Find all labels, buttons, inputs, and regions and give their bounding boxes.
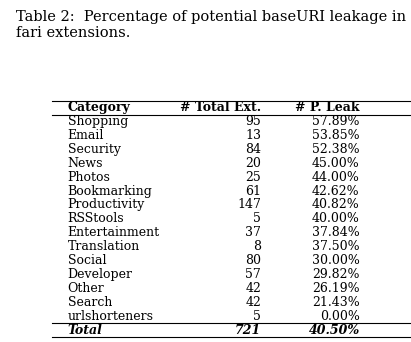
Text: 26.19%: 26.19% xyxy=(312,282,360,295)
Text: 25: 25 xyxy=(245,171,261,184)
Text: 42: 42 xyxy=(245,296,261,309)
Text: 53.85%: 53.85% xyxy=(312,129,360,142)
Text: Total: Total xyxy=(68,324,103,337)
Text: 42.62%: 42.62% xyxy=(312,185,360,198)
Text: 30.00%: 30.00% xyxy=(312,254,360,267)
Text: Search: Search xyxy=(68,296,112,309)
Text: 52.38%: 52.38% xyxy=(312,143,360,156)
Text: Entertainment: Entertainment xyxy=(68,226,160,239)
Text: 37.84%: 37.84% xyxy=(312,226,360,239)
Text: 37: 37 xyxy=(245,226,261,239)
Text: 21.43%: 21.43% xyxy=(312,296,360,309)
Text: 57: 57 xyxy=(245,268,261,281)
Text: 42: 42 xyxy=(245,282,261,295)
Text: 20: 20 xyxy=(245,157,261,170)
Text: 147: 147 xyxy=(237,198,261,211)
Text: 40.82%: 40.82% xyxy=(312,198,360,211)
Text: # P. Leak: # P. Leak xyxy=(295,101,360,114)
Text: Bookmarking: Bookmarking xyxy=(68,185,152,198)
Text: 40.00%: 40.00% xyxy=(312,212,360,225)
Text: Security: Security xyxy=(68,143,121,156)
Text: 29.82%: 29.82% xyxy=(312,268,360,281)
Text: 5: 5 xyxy=(253,310,261,323)
Text: Translation: Translation xyxy=(68,240,140,253)
Text: Social: Social xyxy=(68,254,106,267)
Text: 80: 80 xyxy=(245,254,261,267)
Text: Email: Email xyxy=(68,129,104,142)
Text: # Total Ext.: # Total Ext. xyxy=(180,101,261,114)
Text: News: News xyxy=(68,157,103,170)
Text: 61: 61 xyxy=(245,185,261,198)
Text: RSStools: RSStools xyxy=(68,212,125,225)
Text: 0.00%: 0.00% xyxy=(320,310,360,323)
Text: Productivity: Productivity xyxy=(68,198,145,211)
Text: Photos: Photos xyxy=(68,171,111,184)
Text: 721: 721 xyxy=(235,324,261,337)
Text: 44.00%: 44.00% xyxy=(312,171,360,184)
Text: urlshorteners: urlshorteners xyxy=(68,310,154,323)
Text: Category: Category xyxy=(68,101,130,114)
Text: Shopping: Shopping xyxy=(68,115,128,128)
Text: 40.50%: 40.50% xyxy=(309,324,360,337)
Text: Table 2:  Percentage of potential baseURI leakage in sa-
fari extensions.: Table 2: Percentage of potential baseURI… xyxy=(16,10,411,40)
Text: 57.89%: 57.89% xyxy=(312,115,360,128)
Text: Other: Other xyxy=(68,282,104,295)
Text: 45.00%: 45.00% xyxy=(312,157,360,170)
Text: Developer: Developer xyxy=(68,268,133,281)
Text: 5: 5 xyxy=(253,212,261,225)
Text: 95: 95 xyxy=(245,115,261,128)
Text: 37.50%: 37.50% xyxy=(312,240,360,253)
Text: 84: 84 xyxy=(245,143,261,156)
Text: 13: 13 xyxy=(245,129,261,142)
Text: 8: 8 xyxy=(253,240,261,253)
